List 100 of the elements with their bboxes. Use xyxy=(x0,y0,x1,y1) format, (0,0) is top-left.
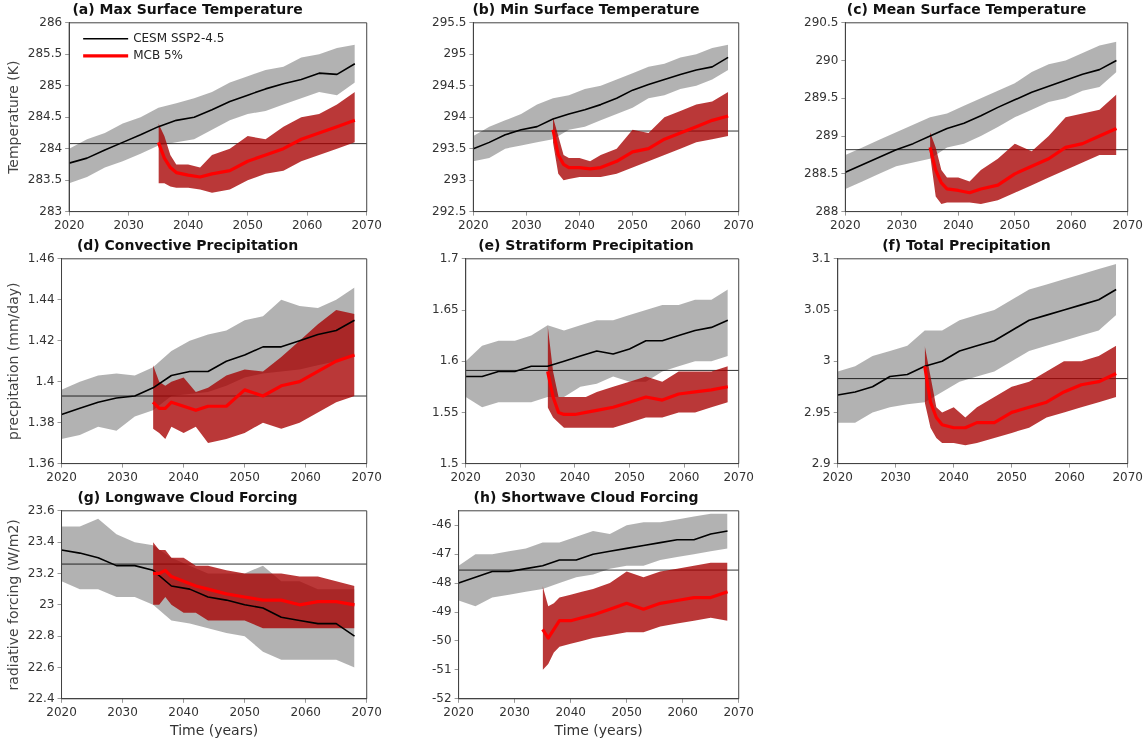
x-tick-label: 2060 xyxy=(667,705,698,720)
y-tick-label: -49 xyxy=(431,604,452,619)
x-tick-label: 2040 xyxy=(559,469,591,484)
y-tick-label: 285.5 xyxy=(27,46,63,61)
y-tick-label: 283.5 xyxy=(27,172,63,187)
x-tick-label: 2060 xyxy=(290,705,321,720)
x-tick-label: 2030 xyxy=(886,217,918,232)
y-tick-label: 23 xyxy=(39,596,55,611)
x-tick-label: 2050 xyxy=(614,469,645,484)
y-tick-label: 288.5 xyxy=(803,165,839,180)
y-tick-label: -51 xyxy=(431,662,452,676)
y-tick-label: 288 xyxy=(815,203,839,218)
y-tick-label: 1.46 xyxy=(27,250,55,265)
x-tick-label: 2040 xyxy=(555,705,586,720)
x-tick-label: 2030 xyxy=(511,217,542,232)
y-axis-title: radiative forcing (W/m2) xyxy=(5,519,22,691)
y-tick-label: 1.6 xyxy=(439,353,459,368)
y-tick-label: -52 xyxy=(431,690,452,705)
x-tick-label: 2050 xyxy=(996,469,1027,484)
x-tick-label: 2060 xyxy=(1055,217,1087,232)
y-tick-label: 1.36 xyxy=(27,455,55,470)
y-tick-label: 294.5 xyxy=(431,77,467,92)
chart-title: (a) Max Surface Temperature xyxy=(72,1,303,18)
y-tick-label: 1.5 xyxy=(439,455,459,470)
y-tick-label: 283 xyxy=(39,203,63,218)
y-tick-label: 2.9 xyxy=(811,455,831,470)
x-tick-label: 2070 xyxy=(351,217,382,232)
x-tick-label: 2060 xyxy=(1054,469,1085,484)
x-tick-label: 2040 xyxy=(172,217,204,232)
x-tick-label: 2020 xyxy=(458,217,489,232)
x-tick-label: 2030 xyxy=(499,705,530,720)
x-tick-label: 2020 xyxy=(46,705,77,720)
legend-label: CESM SSP2-4.5 xyxy=(133,30,225,45)
y-tick-label: 1.7 xyxy=(439,250,459,265)
x-tick-label: 2020 xyxy=(830,217,861,232)
chart-title: (g) Longwave Cloud Forcing xyxy=(77,489,298,506)
x-tick-label: 2030 xyxy=(505,469,536,484)
x-tick-label: 2020 xyxy=(450,469,481,484)
x-tick-label: 2050 xyxy=(611,705,642,720)
x-axis-title: Time (years) xyxy=(553,722,643,739)
x-tick-label: 2070 xyxy=(351,705,382,720)
x-tick-label: 2070 xyxy=(1112,469,1143,484)
x-tick-label: 2060 xyxy=(668,469,700,484)
y-tick-label: 1.44 xyxy=(27,291,55,306)
x-tick-label: 2070 xyxy=(351,469,382,484)
y-tick-label: 3.1 xyxy=(811,250,831,265)
x-tick-label: 2030 xyxy=(107,469,138,484)
y-axis-title: precpitation (mm/day) xyxy=(5,282,22,440)
y-tick-label: 3.05 xyxy=(804,302,831,317)
x-axis-title: Time (years) xyxy=(169,722,259,739)
chart-title: (h) Shortwave Cloud Forcing xyxy=(473,489,699,506)
y-tick-label: 295.5 xyxy=(431,14,467,29)
x-tick-label: 2040 xyxy=(168,705,199,720)
y-tick-label: -50 xyxy=(431,633,452,648)
x-tick-label: 2020 xyxy=(53,217,85,232)
y-tick-label: 22.4 xyxy=(27,690,55,705)
x-tick-label: 2030 xyxy=(880,469,911,484)
y-tick-label: 3 xyxy=(823,353,831,368)
y-tick-label: 289.5 xyxy=(803,90,839,105)
x-tick-label: 2050 xyxy=(999,217,1031,232)
chart-title: (f) Total Precipitation xyxy=(882,237,1051,254)
y-tick-label: 294 xyxy=(443,109,467,124)
y-tick-label: 286 xyxy=(39,14,63,29)
chart-title: (d) Convective Precipitation xyxy=(76,237,299,254)
x-tick-label: 2040 xyxy=(943,217,974,232)
x-tick-label: 2050 xyxy=(617,217,648,232)
chart-title: (c) Mean Surface Temperature xyxy=(846,1,1087,18)
y-tick-label: 2.95 xyxy=(804,404,831,419)
y-tick-label: 1.4 xyxy=(35,373,55,388)
x-tick-label: 2050 xyxy=(229,469,260,484)
y-tick-label: 295 xyxy=(443,46,467,61)
x-tick-label: 2020 xyxy=(822,469,853,484)
x-tick-label: 2070 xyxy=(1112,217,1143,232)
y-tick-label: -47 xyxy=(431,546,452,561)
x-tick-label: 2060 xyxy=(670,217,701,232)
x-tick-label: 2020 xyxy=(46,469,77,484)
y-tick-label: 290.5 xyxy=(803,14,839,29)
x-tick-label: 2060 xyxy=(291,217,323,232)
y-tick-label: 290 xyxy=(815,52,839,67)
x-tick-label: 2040 xyxy=(168,469,199,484)
x-tick-label: 2070 xyxy=(723,469,754,484)
y-tick-label: 284 xyxy=(39,140,63,155)
x-tick-label: 2060 xyxy=(290,469,321,484)
legend-label: MCB 5% xyxy=(133,47,183,62)
x-tick-label: 2030 xyxy=(113,217,144,232)
y-tick-label: 1.55 xyxy=(432,404,459,419)
y-tick-label: 1.38 xyxy=(27,414,55,429)
x-tick-label: 2040 xyxy=(564,217,595,232)
x-tick-label: 2050 xyxy=(229,705,260,720)
y-tick-label: 284.5 xyxy=(27,109,63,124)
x-tick-label: 2030 xyxy=(107,705,138,720)
y-tick-label: 23.4 xyxy=(27,534,55,549)
y-tick-label: 293.5 xyxy=(431,140,467,155)
y-tick-label: -48 xyxy=(431,575,452,590)
y-tick-label: 1.65 xyxy=(432,302,459,317)
y-tick-label: 289 xyxy=(815,128,839,143)
y-tick-label: 1.42 xyxy=(27,332,55,347)
chart-title: (e) Stratiform Precipitation xyxy=(478,237,694,254)
x-tick-label: 2070 xyxy=(723,217,754,232)
x-tick-label: 2070 xyxy=(723,705,754,720)
